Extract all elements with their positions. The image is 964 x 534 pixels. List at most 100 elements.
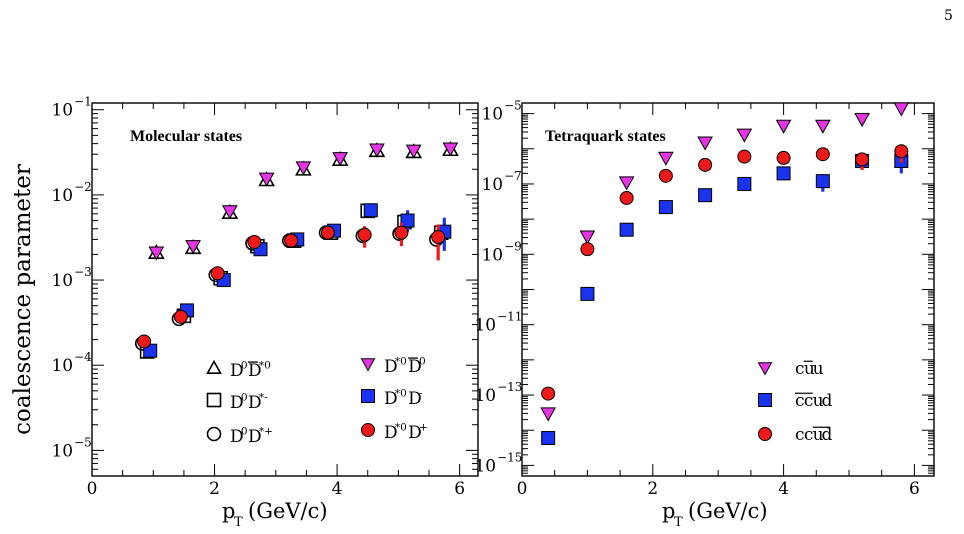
series-0 xyxy=(540,102,910,422)
data-point xyxy=(222,205,238,220)
legend-label-char: c xyxy=(795,425,805,445)
x-axis-label: pT (GeV/c) xyxy=(222,499,328,530)
legend-label-sup: *0 xyxy=(259,359,271,371)
legend-marker xyxy=(360,358,376,372)
y-tick-exp: −11 xyxy=(497,310,522,324)
plot-frame xyxy=(91,102,479,477)
data-point xyxy=(541,431,556,446)
y-tick-label: 10 −5 xyxy=(51,435,91,461)
legend-label-char: d xyxy=(822,391,833,411)
legend-label-text: D xyxy=(408,423,422,443)
y-tick-base: 10 xyxy=(481,175,503,195)
y-tick-base: 10 xyxy=(51,101,73,121)
legend-label-char: u xyxy=(813,425,824,445)
data-point xyxy=(394,225,409,240)
data-point xyxy=(405,144,422,159)
x-axis-label-sub: T xyxy=(674,515,683,530)
data-point xyxy=(893,102,910,117)
legend-label-sup: - xyxy=(419,387,423,399)
y-tick-exp: −5 xyxy=(504,99,522,113)
legend-label-text: D xyxy=(384,423,398,443)
legend-label-sup: *0 xyxy=(395,355,407,367)
x-axis-label-unit: (GeV/c) xyxy=(688,499,768,523)
data-point xyxy=(332,152,348,167)
legend-label-char: u xyxy=(813,359,824,379)
y-axis-label: coalescence parameter xyxy=(10,164,36,435)
series-3 xyxy=(148,142,459,261)
x-tick-label: 2 xyxy=(647,479,658,499)
y-tick-base: 10 xyxy=(474,316,496,336)
legend-marker xyxy=(361,389,375,403)
y-tick-label: 10 −1 xyxy=(51,95,91,121)
legend-label-text: D xyxy=(408,389,422,409)
legend-marker xyxy=(758,393,772,407)
legend-item: D0 D*- xyxy=(206,391,268,413)
legend-marker xyxy=(206,392,222,408)
data-point xyxy=(619,190,634,205)
data-point xyxy=(697,136,713,151)
y-tick-base: 10 xyxy=(481,105,503,125)
series-5 xyxy=(137,222,446,349)
legend-label-text: D xyxy=(408,357,422,377)
legend-marker xyxy=(206,359,222,375)
data-point xyxy=(894,144,909,159)
legend-label-text: D xyxy=(230,427,244,447)
x-tick-label: 4 xyxy=(778,479,789,499)
y-tick-exp: −3 xyxy=(74,265,92,279)
data-point xyxy=(173,309,188,324)
data-point xyxy=(363,203,378,218)
data-point xyxy=(579,230,596,245)
data-point xyxy=(736,128,753,143)
data-point xyxy=(357,227,372,242)
legend-label-text: D xyxy=(384,357,398,377)
x-tick-label: 0 xyxy=(517,479,528,499)
x-axis-label-sub: T xyxy=(234,515,243,530)
data-point xyxy=(737,149,752,164)
data-point xyxy=(580,286,595,301)
data-point xyxy=(295,161,312,176)
data-point xyxy=(258,172,275,187)
y-tick-exp: −9 xyxy=(504,239,522,253)
legend: c uuc c udc c ud xyxy=(757,359,833,445)
y-tick-base: 10 xyxy=(474,456,496,476)
legend-label-sup: *0 xyxy=(395,421,407,433)
data-point xyxy=(369,143,385,158)
y-tick-label: 10 −4 xyxy=(51,350,92,376)
data-point xyxy=(210,266,225,281)
legend-item: D*0 D+ xyxy=(361,421,428,443)
data-point xyxy=(320,225,335,240)
legend-label-sup: + xyxy=(419,421,428,433)
data-point xyxy=(737,176,752,191)
legend-label-text: D xyxy=(248,361,262,381)
legend-label-char: c xyxy=(804,425,814,445)
data-point xyxy=(854,112,870,128)
x-tick-label: 6 xyxy=(454,479,465,499)
data-point xyxy=(775,119,792,134)
legend-item: c c ud xyxy=(758,391,833,411)
legend-label-char: c xyxy=(795,359,805,379)
legend-label-char: c xyxy=(795,391,805,411)
series-1 xyxy=(541,152,909,446)
legend-label-text: D xyxy=(248,393,262,413)
y-tick-exp: −15 xyxy=(497,450,522,464)
y-tick-base: 10 xyxy=(481,245,503,265)
data-point xyxy=(431,230,446,245)
legend-label-sup: *0 xyxy=(395,387,407,399)
data-point xyxy=(540,407,557,422)
y-tick-base: 10 xyxy=(51,186,73,206)
y-tick-exp: −2 xyxy=(74,180,92,194)
data-point xyxy=(815,147,830,162)
legend-label-text: D xyxy=(230,361,244,381)
legend-item: c uu xyxy=(757,359,824,379)
x-tick-label: 4 xyxy=(332,479,343,499)
x-axis-label-p: p xyxy=(222,499,235,523)
x-tick-label: 6 xyxy=(909,479,920,499)
data-point xyxy=(658,168,673,183)
data-point xyxy=(541,386,556,401)
x-tick-label: 0 xyxy=(87,479,98,499)
legend-label-text: D xyxy=(248,427,262,447)
y-tick-base: 10 xyxy=(474,386,496,406)
data-point xyxy=(618,176,635,191)
